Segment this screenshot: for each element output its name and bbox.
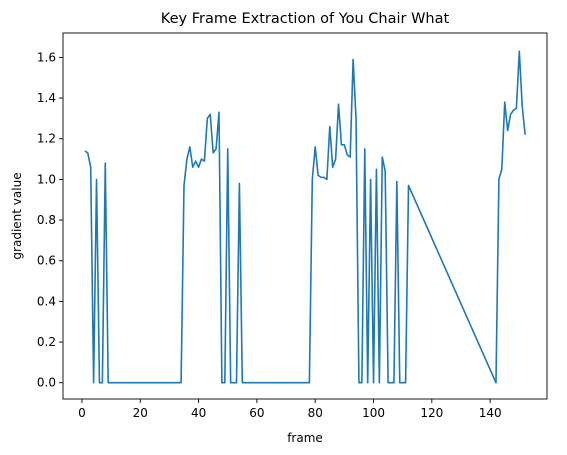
- axes-frame: [62, 32, 548, 400]
- x-tick-label: 100: [362, 406, 385, 420]
- x-tick-label: 80: [308, 406, 323, 420]
- plot-area: [62, 32, 548, 400]
- x-tick-label: 0: [78, 406, 86, 420]
- y-tick-label: 0.2: [37, 335, 56, 349]
- x-tick-label: 40: [191, 406, 206, 420]
- y-tick-label: 0.0: [37, 376, 56, 390]
- y-tick-label: 1.4: [37, 91, 56, 105]
- x-axis-title: frame: [287, 431, 323, 445]
- series-line: [84, 50, 526, 384]
- y-tick-label: 1.0: [37, 172, 56, 186]
- y-tick-label: 0.4: [37, 294, 56, 308]
- y-tick-label: 0.6: [37, 254, 56, 268]
- y-axis-title: gradient value: [10, 172, 24, 259]
- x-tick-label: 60: [249, 406, 264, 420]
- chart-title: Key Frame Extraction of You Chair What: [161, 11, 450, 27]
- y-tick-label: 0.8: [37, 213, 56, 227]
- y-tick-label: 1.2: [37, 132, 56, 146]
- x-tick-label: 120: [420, 406, 443, 420]
- y-tick-label: 1.6: [37, 50, 56, 64]
- x-axis-ticks: 0 20 40 60 80 100 120 140: [78, 399, 502, 420]
- x-tick-label: 140: [479, 406, 502, 420]
- x-tick-label: 20: [133, 406, 148, 420]
- y-axis-ticks: 0.0 0.2 0.4 0.6 0.8 1.0 1.2 1.4 1.6: [37, 50, 63, 390]
